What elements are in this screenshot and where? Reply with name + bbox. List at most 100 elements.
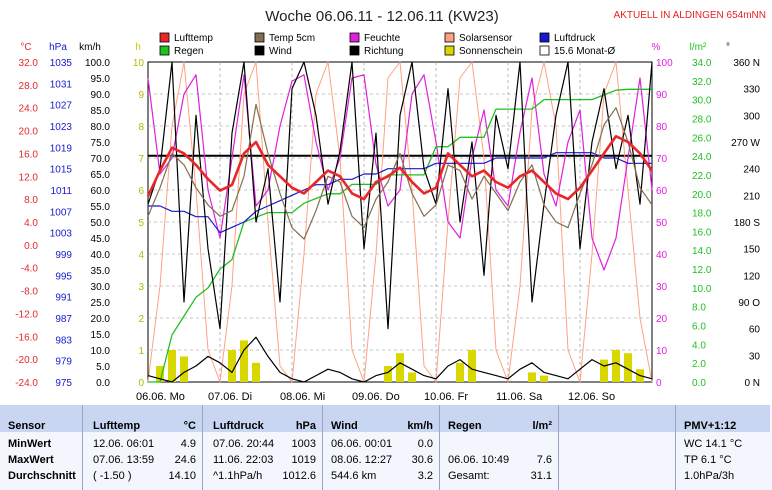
dir-tick-0: 360 N xyxy=(733,58,760,69)
wind-tick-1: 95.0 xyxy=(91,74,111,85)
lufttemp-min-val: 4.9 xyxy=(180,438,196,450)
plot-series xyxy=(146,61,654,383)
axis-unit-5: l/m² xyxy=(690,42,707,53)
weather-chart: Woche 06.06.11 - 12.06.11 (KW23) AKTUELL… xyxy=(15,8,766,403)
humid-tick-4: 60 xyxy=(656,186,668,197)
legend-label-4: Luftdruck xyxy=(554,33,596,44)
axis-unit-4: % xyxy=(652,42,661,53)
temp-tick-0: 32.0 xyxy=(19,58,39,69)
legend-swatch-0 xyxy=(159,32,170,43)
wind-tick-9: 55.0 xyxy=(91,202,111,213)
legend-swatch-2 xyxy=(349,32,360,43)
rain-tick-6: 22.0 xyxy=(692,171,712,182)
temp-tick-8: 0.0 xyxy=(24,241,38,252)
press-tick-0: 1035 xyxy=(50,58,73,69)
sun-tick-1: 9 xyxy=(138,90,144,101)
x-label-3: 09.06. Do xyxy=(352,391,400,403)
wind-tick-15: 25.0 xyxy=(91,298,111,309)
legend-swatch-9 xyxy=(539,45,550,56)
wind-tick-11: 45.0 xyxy=(91,234,111,245)
legend-swatch-3 xyxy=(444,32,455,43)
press-tick-15: 975 xyxy=(55,378,72,389)
dir-tick-12: 0 N xyxy=(744,378,760,389)
x-label-5: 11.06. Sa xyxy=(496,391,543,403)
rain-tick-0: 34.0 xyxy=(692,58,712,69)
press-tick-3: 1023 xyxy=(50,122,73,133)
dir-tick-11: 30 xyxy=(749,351,761,362)
wind-tick-8: 60.0 xyxy=(91,186,111,197)
legend-label-0: Lufttemp xyxy=(174,33,213,44)
wind-distance: 544.6 km xyxy=(331,470,377,482)
wind-tick-0: 100.0 xyxy=(85,58,110,69)
wind-unit: km/h xyxy=(407,420,433,432)
regen-max-time: 06.06. 10:49 xyxy=(448,454,510,466)
axis-unit-6: ° xyxy=(726,42,730,53)
sunshine-bar-8 xyxy=(240,340,248,382)
sunshine-bar-9 xyxy=(252,362,260,382)
rain-tick-9: 16.0 xyxy=(692,227,712,238)
series-solarsensor xyxy=(147,61,653,383)
legend-label-9: 15.6 Monat-Ø xyxy=(554,46,615,57)
row-max: MaxWert xyxy=(8,454,54,466)
humid-tick-0: 100 xyxy=(656,58,673,69)
wind-max-time: 08.06. 12:27 xyxy=(331,454,393,466)
sun-tick-9: 1 xyxy=(138,346,144,357)
lufttemp-header: Lufttemp xyxy=(93,420,141,432)
temp-tick-4: 16.0 xyxy=(19,149,39,160)
rain-tick-12: 10.0 xyxy=(692,284,712,295)
lufttemp-max-val: 24.6 xyxy=(174,454,196,466)
temp-tick-10: -8.0 xyxy=(21,287,39,298)
temp-tick-2: 24.0 xyxy=(19,104,39,115)
humid-tick-10: 0 xyxy=(656,378,662,389)
sunshine-bar-26 xyxy=(456,362,464,382)
sunshine-bar-1 xyxy=(156,366,164,382)
sun-tick-5: 5 xyxy=(138,218,144,229)
row-avg: Durchschnitt xyxy=(8,470,76,482)
regen-total-val: 31.1 xyxy=(530,470,552,482)
legend-swatch-7 xyxy=(349,45,360,56)
legend-label-3: Solarsensor xyxy=(459,33,513,44)
legend-swatch-5 xyxy=(159,45,170,56)
sun-tick-7: 3 xyxy=(138,282,144,293)
chart-title: Woche 06.06.11 - 12.06.11 (KW23) xyxy=(265,8,498,25)
sunshine-bar-3 xyxy=(180,356,188,382)
stats-table: Sensor MinWert MaxWert Durchschnitt Luft… xyxy=(0,405,772,490)
series-wind xyxy=(147,336,653,383)
press-tick-1: 1031 xyxy=(50,79,73,90)
series-richtung xyxy=(147,61,653,330)
dir-tick-8: 120 xyxy=(743,271,760,282)
legend-swatch-4 xyxy=(539,32,550,43)
rain-tick-16: 2.0 xyxy=(692,359,706,370)
sun-tick-3: 7 xyxy=(138,154,144,165)
wind-avg-val: 3.2 xyxy=(417,470,433,482)
sunshine-bar-27 xyxy=(468,350,476,382)
luftdruck-header: Luftdruck xyxy=(213,420,264,432)
sun-tick-4: 6 xyxy=(138,186,144,197)
wind-min-val: 0.0 xyxy=(417,438,433,450)
lufttemp-unit: °C xyxy=(183,420,196,432)
humid-tick-9: 10 xyxy=(656,346,668,357)
axis-unit-2: km/h xyxy=(79,42,101,53)
wind-tick-2: 90.0 xyxy=(91,90,111,101)
press-tick-7: 1007 xyxy=(50,207,73,218)
col-luftdruck: Luftdruck hPa 07.06. 20:44 1003 11.06. 2… xyxy=(203,405,323,490)
row-min: MinWert xyxy=(8,438,52,450)
luftdruck-max-time: 11.06. 22:03 xyxy=(213,454,274,466)
sunshine-bar-22 xyxy=(408,372,416,382)
temp-tick-3: 20.0 xyxy=(19,127,39,138)
col-wind: Wind km/h 06.06. 00:01 0.0 08.06. 12:27 … xyxy=(323,405,440,490)
pmv-header: PMV+1:12 xyxy=(684,420,737,432)
wind-max-val: 30.6 xyxy=(411,454,433,466)
axis-unit-1: hPa xyxy=(49,42,67,53)
dir-tick-9: 90 O xyxy=(738,298,760,309)
press-tick-13: 983 xyxy=(55,335,72,346)
rain-tick-4: 26.0 xyxy=(692,133,712,144)
rain-tick-7: 20.0 xyxy=(692,190,712,201)
wind-header: Wind xyxy=(331,420,358,432)
sunshine-bar-2 xyxy=(168,350,176,382)
rain-tick-8: 18.0 xyxy=(692,209,712,220)
wind-tick-17: 15.0 xyxy=(91,330,111,341)
temp-tick-1: 28.0 xyxy=(19,81,39,92)
humid-tick-6: 40 xyxy=(656,250,668,261)
wind-tick-4: 80.0 xyxy=(91,122,111,133)
